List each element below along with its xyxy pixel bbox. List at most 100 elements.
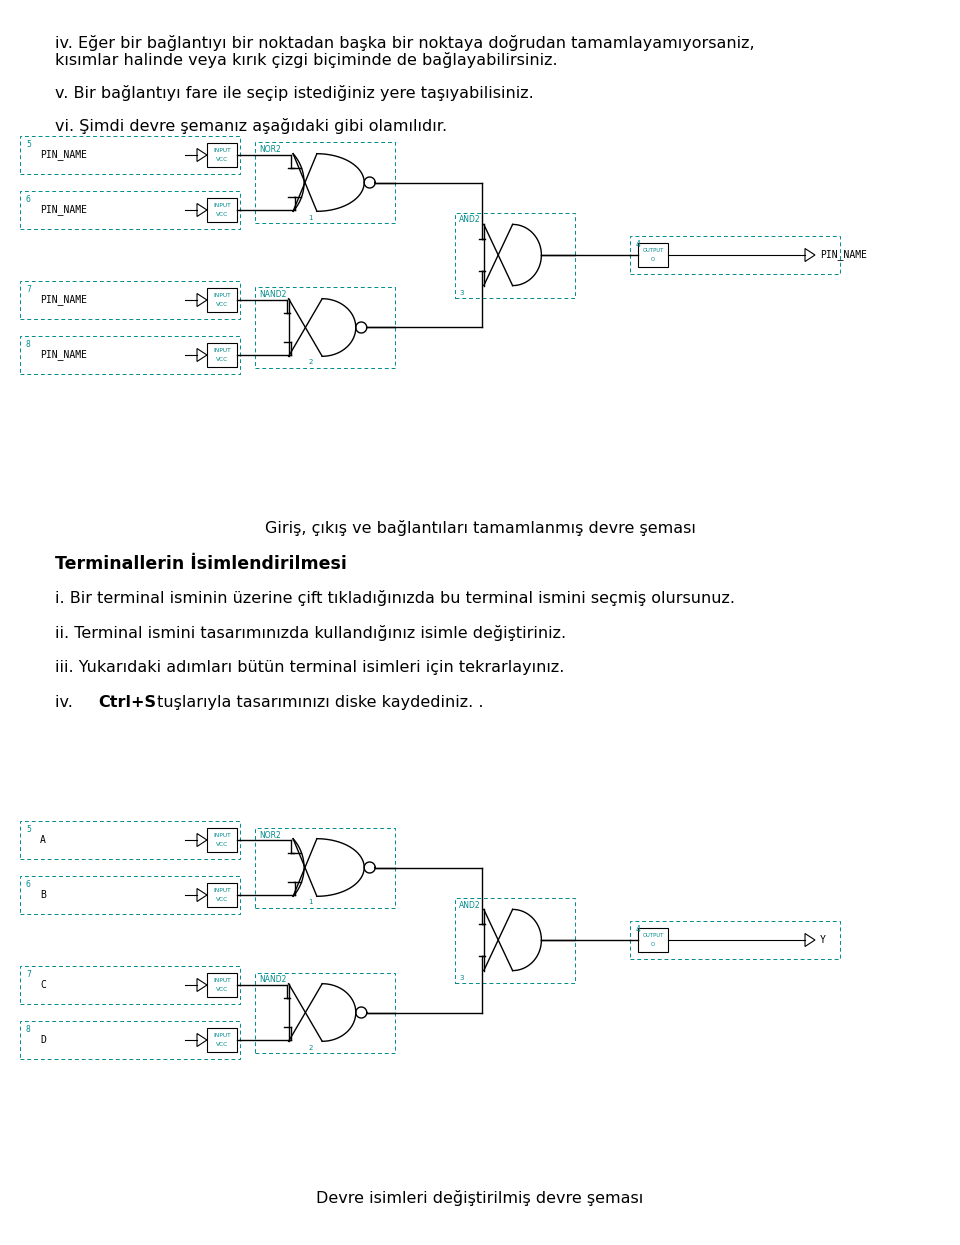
Text: INPUT: INPUT	[213, 349, 230, 354]
Text: B: B	[40, 890, 46, 900]
Bar	[207, 198, 237, 223]
Bar	[207, 342, 237, 367]
Text: kısımlar halinde veya kırık çizgi biçiminde de bağlayabilirsiniz.: kısımlar halinde veya kırık çizgi biçimi…	[55, 52, 558, 68]
Text: Giriş, çıkış ve bağlantıları tamamlanmış devre şeması: Giriş, çıkış ve bağlantıları tamamlanmış…	[265, 520, 695, 537]
Bar	[20, 820, 240, 859]
Text: VCC: VCC	[216, 301, 228, 306]
Text: 8: 8	[26, 1025, 31, 1035]
Text: ii. Terminal ismini tasarımınızda kullandığınız isimle değiştiriniz.: ii. Terminal ismini tasarımınızda kullan…	[55, 625, 566, 641]
Text: PIN_NAME: PIN_NAME	[40, 295, 87, 305]
Polygon shape	[197, 889, 207, 901]
Text: NOR2: NOR2	[259, 830, 280, 839]
Text: 7: 7	[26, 970, 31, 979]
Polygon shape	[805, 934, 815, 946]
Text: A: A	[40, 835, 46, 845]
Text: iv.: iv.	[55, 695, 78, 710]
Bar	[207, 828, 237, 853]
Text: 1: 1	[308, 899, 313, 905]
Polygon shape	[197, 979, 207, 991]
Bar	[255, 972, 395, 1052]
Bar	[638, 928, 668, 952]
Text: INPUT: INPUT	[213, 979, 230, 984]
Bar	[455, 213, 575, 298]
Text: 8: 8	[26, 340, 31, 349]
Bar	[20, 966, 240, 1003]
Text: 5: 5	[26, 139, 31, 149]
Polygon shape	[197, 349, 207, 361]
Text: 3: 3	[459, 290, 464, 295]
Text: INPUT: INPUT	[213, 294, 230, 299]
Text: OUTPUT: OUTPUT	[642, 248, 663, 253]
Polygon shape	[197, 1033, 207, 1047]
Text: 5: 5	[26, 825, 31, 834]
Text: tuşlarıyla tasarımınızı diske kaydediniz. .: tuşlarıyla tasarımınızı diske kaydediniz…	[152, 695, 484, 710]
Text: 6: 6	[26, 880, 31, 889]
Text: Ctrl+S: Ctrl+S	[98, 695, 156, 710]
Text: NAND2: NAND2	[259, 976, 286, 985]
Text: AND2: AND2	[459, 900, 481, 910]
Bar	[255, 288, 395, 367]
Bar	[630, 237, 840, 274]
Text: INPUT: INPUT	[213, 888, 230, 894]
Text: 2: 2	[308, 1045, 313, 1051]
Text: PIN_NAME: PIN_NAME	[40, 350, 87, 361]
Text: v. Bir bağlantıyı fare ile seçip istediğiniz yere taşıyabilisiniz.: v. Bir bağlantıyı fare ile seçip istediğ…	[55, 85, 534, 101]
Text: D: D	[40, 1035, 46, 1045]
Text: VCC: VCC	[216, 1042, 228, 1047]
Bar	[455, 898, 575, 982]
Text: VCC: VCC	[216, 157, 228, 162]
Bar	[207, 972, 237, 997]
Text: VCC: VCC	[216, 842, 228, 847]
Text: PIN_NAME: PIN_NAME	[40, 149, 87, 161]
Bar	[20, 190, 240, 229]
Text: VCC: VCC	[216, 987, 228, 992]
Bar	[207, 143, 237, 167]
Bar	[207, 1027, 237, 1052]
Text: PIN_NAME: PIN_NAME	[820, 249, 867, 260]
Text: 4: 4	[636, 240, 641, 249]
Bar	[638, 243, 668, 268]
Text: VCC: VCC	[216, 896, 228, 901]
Polygon shape	[197, 203, 207, 217]
Text: O: O	[651, 256, 655, 261]
Text: INPUT: INPUT	[213, 833, 230, 838]
Text: OUTPUT: OUTPUT	[642, 934, 663, 939]
Bar	[20, 136, 240, 174]
Polygon shape	[197, 148, 207, 162]
Text: 2: 2	[308, 360, 313, 366]
Text: iii. Yukarıdaki adımları bütün terminal isimleri için tekrarlayınız.: iii. Yukarıdaki adımları bütün terminal …	[55, 660, 564, 675]
Text: i. Bir terminal isminin üzerine çift tıkladığınızda bu terminal ismini seçmiş ol: i. Bir terminal isminin üzerine çift tık…	[55, 590, 735, 606]
Text: INPUT: INPUT	[213, 203, 230, 208]
Text: C: C	[40, 980, 46, 990]
Text: Y: Y	[820, 935, 826, 945]
Text: VCC: VCC	[216, 357, 228, 362]
Bar	[255, 828, 395, 908]
Polygon shape	[197, 833, 207, 847]
Polygon shape	[805, 249, 815, 261]
Text: O: O	[651, 941, 655, 946]
Bar	[20, 876, 240, 914]
Text: NAND2: NAND2	[259, 290, 286, 300]
Text: 4: 4	[636, 925, 641, 934]
Bar	[20, 281, 240, 319]
Text: VCC: VCC	[216, 212, 228, 217]
Text: 3: 3	[459, 975, 464, 981]
Bar	[20, 336, 240, 374]
Text: 7: 7	[26, 285, 31, 294]
Text: Terminallerin İsimlendirilmesi: Terminallerin İsimlendirilmesi	[55, 555, 347, 573]
Text: INPUT: INPUT	[213, 1033, 230, 1038]
Bar	[207, 883, 237, 908]
Text: Devre isimleri değiştirilmiş devre şeması: Devre isimleri değiştirilmiş devre şemas…	[317, 1190, 643, 1206]
Bar	[207, 288, 237, 312]
Text: INPUT: INPUT	[213, 148, 230, 153]
Text: PIN_NAME: PIN_NAME	[40, 204, 87, 215]
Text: 6: 6	[26, 195, 31, 204]
Text: iv. Eğer bir bağlantıyı bir noktadan başka bir noktaya doğrudan tamamlayamıyorsa: iv. Eğer bir bağlantıyı bir noktadan baş…	[55, 35, 755, 51]
Polygon shape	[197, 294, 207, 306]
Bar	[630, 921, 840, 959]
Text: 1: 1	[308, 214, 313, 220]
Bar	[255, 142, 395, 223]
Text: AND2: AND2	[459, 215, 481, 224]
Text: vi. Şimdi devre şemanız aşağıdaki gibi olamılıdır.: vi. Şimdi devre şemanız aşağıdaki gibi o…	[55, 118, 447, 134]
Bar	[20, 1021, 240, 1059]
